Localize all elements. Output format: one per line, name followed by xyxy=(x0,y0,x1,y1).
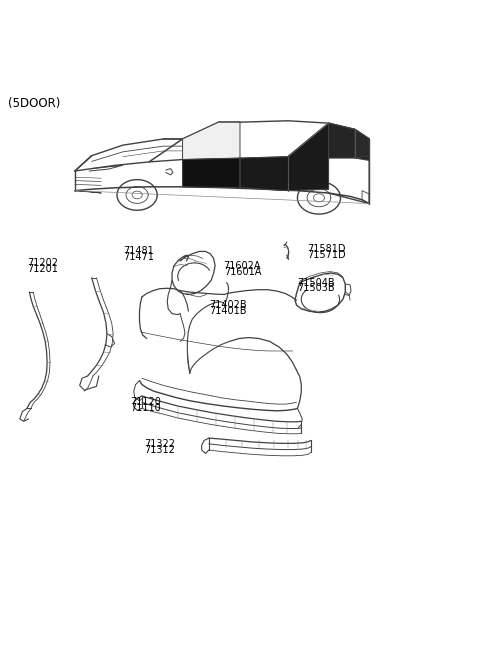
Text: 71601A: 71601A xyxy=(224,266,261,277)
Polygon shape xyxy=(182,158,240,188)
Polygon shape xyxy=(328,123,369,161)
Text: 71120: 71120 xyxy=(130,397,161,407)
Text: 71471: 71471 xyxy=(123,252,154,262)
Text: 71571D: 71571D xyxy=(307,250,346,260)
Polygon shape xyxy=(355,129,369,158)
Text: 71504B: 71504B xyxy=(298,277,335,287)
Text: 71602A: 71602A xyxy=(224,261,261,271)
Text: (5DOOR): (5DOOR) xyxy=(8,97,60,110)
Text: 71110: 71110 xyxy=(130,403,161,413)
Text: 71402B: 71402B xyxy=(209,300,247,310)
Text: 71581D: 71581D xyxy=(307,244,346,254)
Text: 71322: 71322 xyxy=(144,439,175,449)
Polygon shape xyxy=(182,122,240,159)
Polygon shape xyxy=(182,158,240,159)
Text: 71312: 71312 xyxy=(144,445,175,455)
Text: 71401B: 71401B xyxy=(209,306,246,316)
Text: 71202: 71202 xyxy=(27,258,58,268)
Text: 71503B: 71503B xyxy=(298,283,335,293)
Polygon shape xyxy=(240,123,328,191)
Text: 71201: 71201 xyxy=(27,264,58,274)
Text: 71481: 71481 xyxy=(123,247,154,256)
